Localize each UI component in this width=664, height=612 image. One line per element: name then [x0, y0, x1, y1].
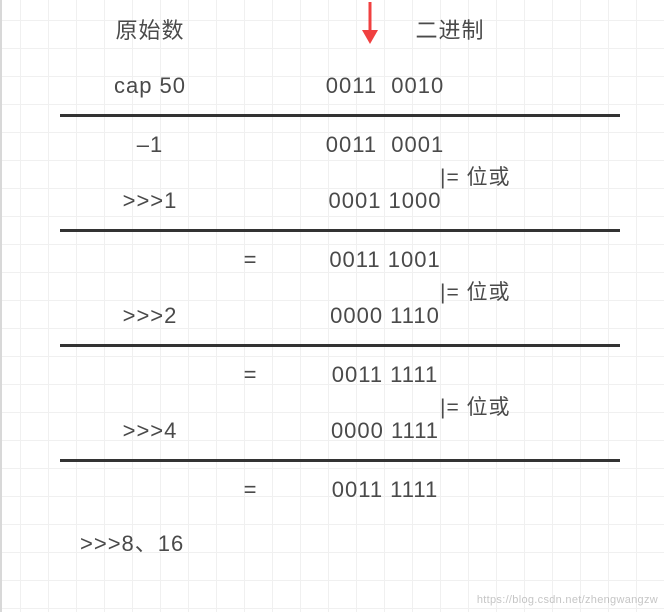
shr1-label: >>>1: [60, 188, 240, 214]
left-edge-line: [0, 0, 2, 612]
row-eq2: = 0011 1111: [60, 347, 620, 403]
eq1-sign: =: [235, 247, 265, 273]
cap-binary: 0011 0010: [275, 73, 495, 99]
row-cap: cap 50 0011 0010: [60, 58, 620, 114]
eq1-binary: 0011 1001: [275, 247, 495, 273]
shr8-16-label: >>>8、16: [80, 526, 260, 558]
header-row: 原始数 二进制: [60, 0, 620, 58]
diagram-container: 原始数 二进制 cap 50 0011 0010 –1 0011 0001 |=…: [60, 0, 620, 566]
cap-label: cap 50: [60, 73, 240, 99]
row-eq3: = 0011 1111: [60, 462, 620, 518]
row-shr8-16: >>>8、16: [60, 518, 620, 566]
eq3-sign: =: [235, 477, 265, 503]
row-shr1: >>>1 0001 1000: [60, 173, 620, 229]
shr2-label: >>>2: [60, 303, 240, 329]
row-shr4: >>>4 0000 1111: [60, 403, 620, 459]
eq3-binary: 0011 1111: [275, 477, 495, 503]
shr1-binary: 0001 1000: [275, 188, 495, 214]
minus1-binary: 0011 0001: [275, 132, 495, 158]
eq2-binary: 0011 1111: [275, 362, 495, 388]
shr4-label: >>>4: [60, 418, 240, 444]
eq2-sign: =: [235, 362, 265, 388]
row-eq1: = 0011 1001: [60, 232, 620, 288]
row-minus1: –1 0011 0001: [60, 117, 620, 173]
shr2-binary: 0000 1110: [275, 303, 495, 329]
header-left-label: 原始数: [60, 13, 240, 45]
header-right-label: 二进制: [340, 13, 560, 45]
minus1-label: –1: [60, 132, 240, 158]
row-shr2: >>>2 0000 1110: [60, 288, 620, 344]
shr4-binary: 0000 1111: [275, 418, 495, 444]
watermark-text: https://blog.csdn.net/zhengwangzw: [477, 594, 658, 606]
